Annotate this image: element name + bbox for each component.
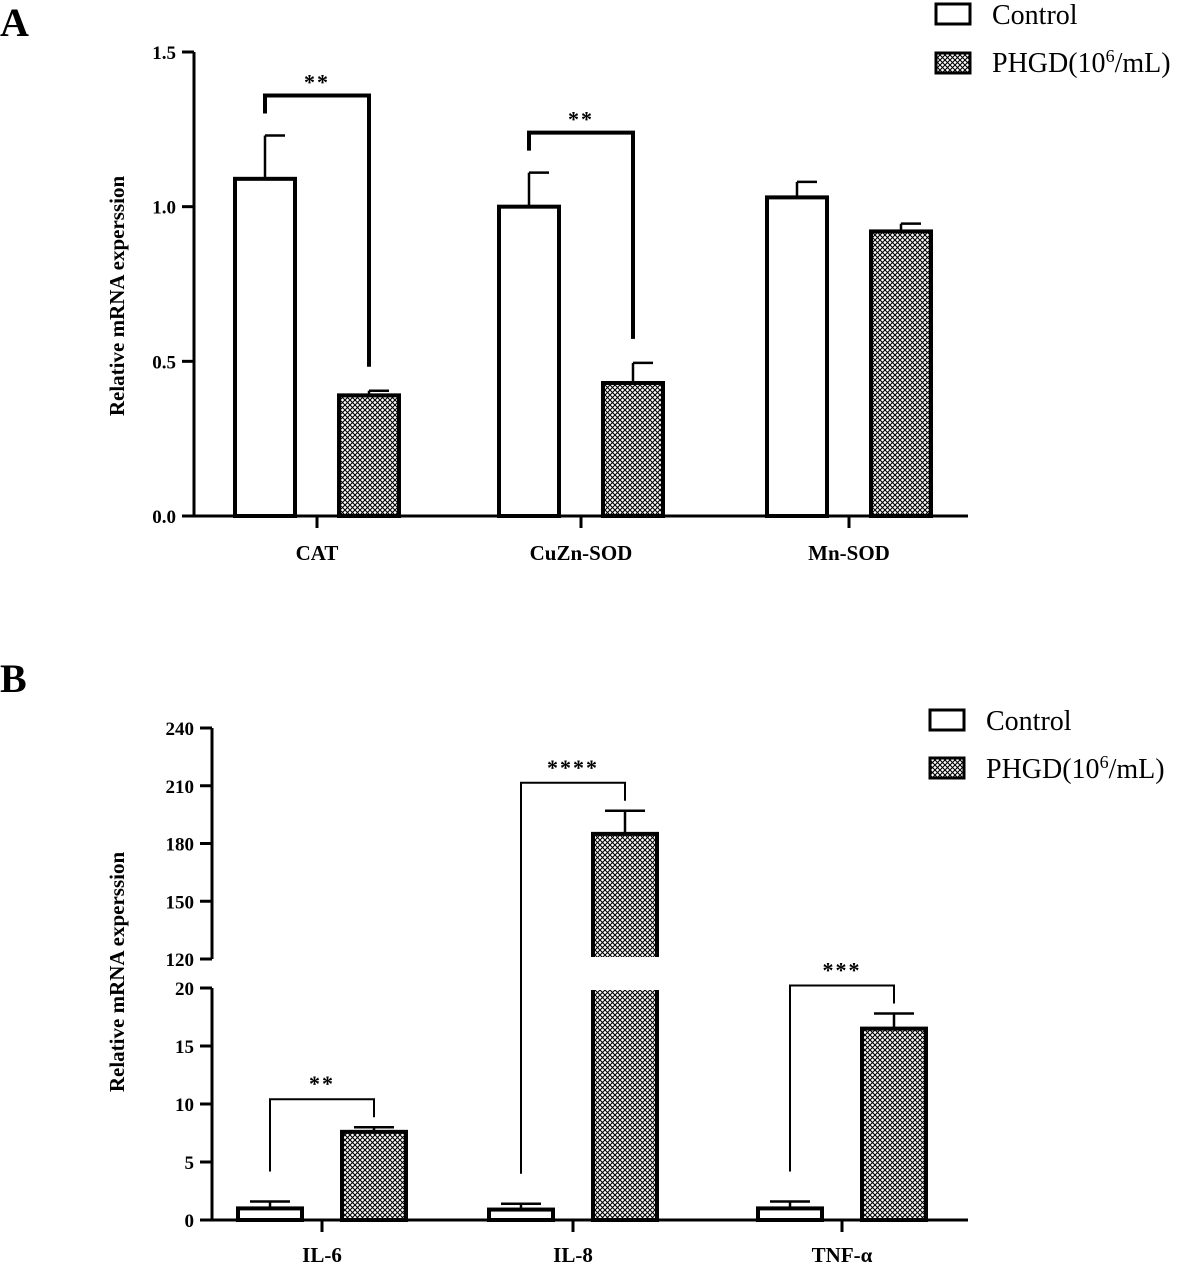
panel-a-significance-label-cat: **	[304, 70, 330, 95]
legend-phgd-swatch	[934, 51, 972, 75]
panel-b-y-tick-label: 10	[175, 1095, 194, 1116]
panel-b-bar-phgd-il-8-upper	[591, 831, 659, 961]
panel-b-x-tick-label-il-8: IL-8	[553, 1243, 593, 1267]
panel-b-significance-label-tnf: ***	[823, 958, 862, 983]
panel-b-bar-control-il-6	[236, 1206, 304, 1223]
panel-b-y-axis-label: Relative mRNA experssion	[105, 852, 129, 1093]
panel-b-significance-bracket-tnf	[789, 984, 895, 1172]
panel-b-y-tick-label: 240	[166, 719, 195, 740]
legend-control-swatch	[928, 708, 966, 732]
panel-b-bar-phgd-il-6	[340, 1129, 408, 1222]
panel-a-significance-bracket-cuzn-sod	[527, 130, 635, 339]
panel-a-bar-control-cat	[233, 176, 297, 518]
panel-b-x-tick-label-tnf: TNF-α	[812, 1243, 873, 1267]
panel-a-legend: Control PHGD(106/mL)	[934, 0, 1171, 79]
panel-a-significance-label-cuzn-sod: **	[568, 107, 594, 132]
panel-b-legend: Control PHGD(106/mL)	[928, 706, 1165, 785]
panel-a-bar-phgd-cuzn-sod	[601, 380, 665, 518]
legend-control-label: Control	[986, 706, 1072, 737]
panel-b-bar-control-tnf	[756, 1206, 824, 1223]
panel-a-bar-control-mn-sod	[765, 195, 829, 519]
panel-a-y-tick-label: 0.0	[152, 507, 176, 528]
panel-a-label: A	[0, 0, 29, 45]
panel-b-significance: *********	[269, 755, 895, 1174]
panel-a-bar-phgd-cat	[337, 393, 401, 518]
panel-b-label: B	[0, 656, 27, 701]
panel-a-x-tick-label-cat: CAT	[296, 541, 339, 565]
panel-a-bar-control-cuzn-sod	[497, 204, 561, 519]
legend-phgd-swatch	[928, 756, 966, 780]
legend-phgd-label: PHGD(106/mL)	[992, 46, 1171, 79]
panel-b-significance-bracket-il-8	[520, 781, 626, 1174]
panel-a-x-tick-label-cuzn-sod: CuZn-SOD	[530, 541, 633, 565]
legend-phgd-label: PHGD(106/mL)	[986, 752, 1165, 785]
panel-b-axes: 120 150 180 210 240 0 5 10 15 20 IL-6 IL-8 TNF-α	[166, 719, 968, 1267]
panel-a-bar-phgd-mn-sod	[869, 229, 933, 518]
legend-control-swatch	[934, 2, 972, 26]
panel-a-chart: A Relative mRNA experssion 0.0 0.5 1.0 1.5 C…	[0, 0, 1171, 565]
panel-b-chart: B Relative mRNA experssion 1201501802102…	[0, 656, 1165, 1267]
panel-a-bars	[233, 134, 933, 519]
panel-a-axes: 0.0 0.5 1.0 1.5 CAT CuZn-SOD Mn-SOD	[152, 43, 968, 565]
panel-a-y-tick-label: 0.5	[152, 352, 176, 373]
panel-b-y-tick-label: 150	[166, 892, 195, 913]
panel-b-bar-phgd-il-8-lower	[591, 986, 659, 1222]
panel-b-y-tick-label: 20	[175, 979, 194, 1000]
panel-a-x-tick-label-mn-sod: Mn-SOD	[808, 541, 890, 565]
panel-b-significance-label-il-6: **	[309, 1071, 335, 1096]
panel-b-y-tick-label: 210	[166, 777, 195, 798]
panel-a-significance-bracket-cat	[263, 93, 371, 367]
panel-b-significance-label-il-8: ****	[547, 755, 599, 780]
panel-b-x-tick-label-il-6: IL-6	[302, 1243, 342, 1267]
panel-b-y-tick-label: 120	[166, 950, 195, 971]
panel-a-y-tick-label: 1.0	[152, 198, 176, 219]
panel-a-y-axis-label: Relative mRNA experssion	[105, 176, 129, 417]
panel-b-y-tick-label: 5	[185, 1153, 195, 1174]
panel-b-bars	[236, 809, 928, 1223]
panel-a-significance: ** **	[263, 70, 635, 367]
panel-b-y-tick-label: 15	[175, 1037, 194, 1058]
panel-b-significance-bracket-il-6	[269, 1098, 375, 1172]
panel-a-y-tick-label: 1.5	[152, 43, 176, 64]
panel-b-bar-phgd-tnf	[860, 1026, 928, 1222]
legend-control-label: Control	[992, 0, 1078, 31]
panel-b-bar-control-il-8	[487, 1207, 555, 1223]
panel-b-y-tick-label: 180	[166, 835, 195, 856]
panel-b-y-tick-label: 0	[185, 1211, 195, 1232]
